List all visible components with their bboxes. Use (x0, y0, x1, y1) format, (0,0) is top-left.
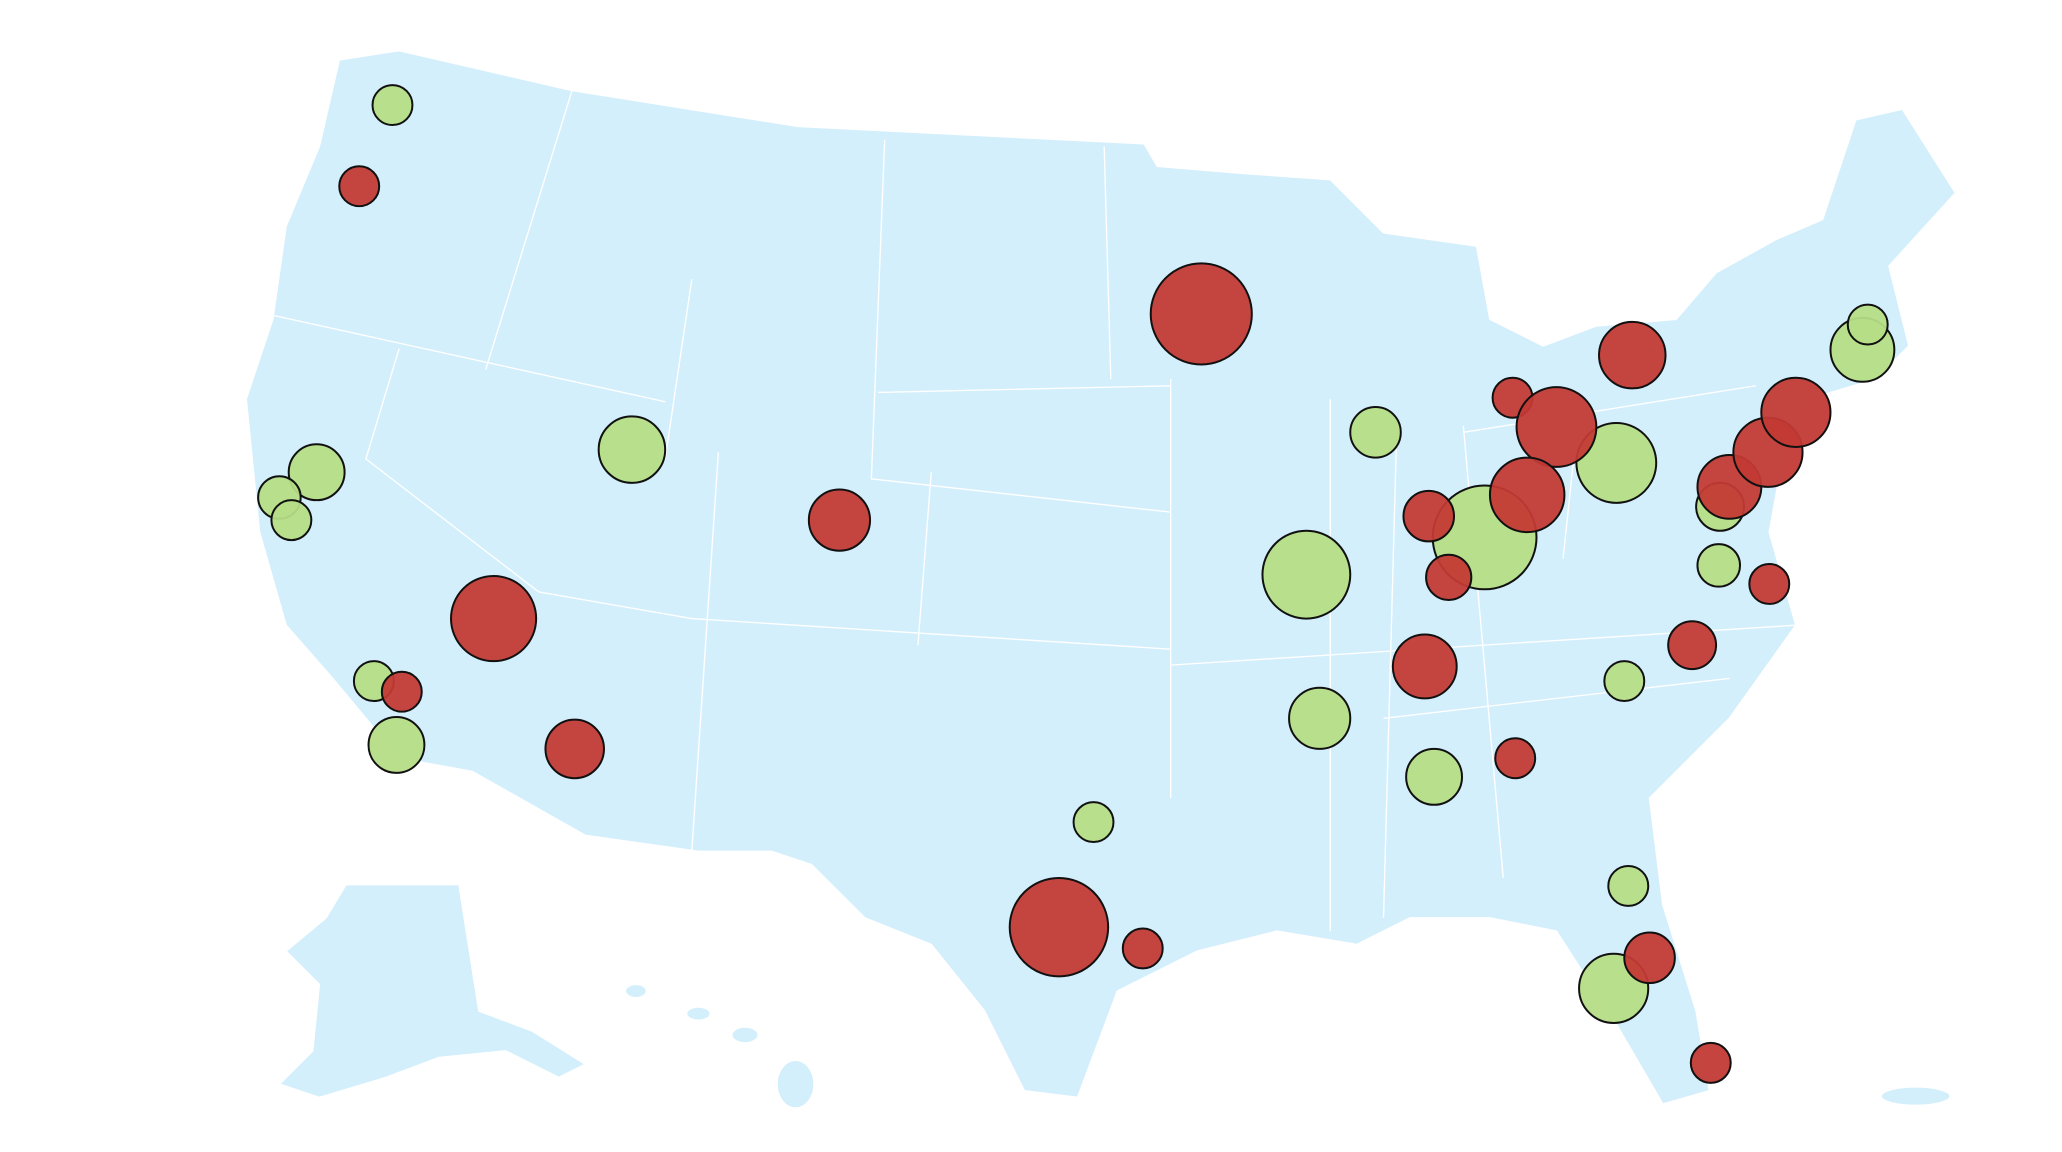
puerto-rico (1880, 1086, 1952, 1107)
bubble (270, 499, 313, 542)
bubble (1689, 1041, 1732, 1084)
bubble (371, 84, 414, 127)
bubble (1515, 386, 1598, 468)
bubble (1349, 406, 1402, 459)
alaska (277, 883, 587, 1099)
hawaii-3 (730, 1026, 760, 1044)
bubble (1261, 529, 1352, 620)
bubble (1425, 553, 1473, 601)
bubble (807, 488, 872, 552)
bubble (1149, 262, 1253, 366)
hawaii-4 (776, 1059, 815, 1109)
bubbles (257, 84, 1896, 1084)
bubble (287, 443, 346, 502)
bubble (1405, 747, 1463, 806)
bubble (1072, 801, 1115, 844)
contiguous-us (245, 49, 1957, 1106)
bubble (338, 165, 381, 208)
bubble (1667, 620, 1718, 671)
bubble (1623, 931, 1676, 985)
bubble (1607, 864, 1650, 907)
bubble (450, 575, 538, 663)
bubble (1598, 320, 1667, 390)
bubble (1846, 303, 1889, 346)
bubble (544, 718, 605, 780)
bubble (1575, 422, 1658, 504)
bubble (1748, 563, 1791, 605)
bubble (380, 670, 423, 713)
bubble (1603, 660, 1646, 703)
bubble (1494, 737, 1537, 780)
bubble (1288, 686, 1352, 750)
hawaii-2 (685, 1006, 712, 1022)
bubble (367, 716, 426, 774)
hawaii-1 (624, 983, 648, 999)
bubble (1008, 876, 1110, 978)
state-lines (272, 90, 1796, 932)
bubble (1391, 633, 1458, 700)
bubble (1121, 927, 1164, 970)
bubble (597, 415, 667, 484)
land (245, 49, 1957, 1109)
bubble (1402, 489, 1456, 543)
bubble (1760, 376, 1832, 448)
bubble (1488, 456, 1566, 534)
bubble (1696, 543, 1742, 588)
